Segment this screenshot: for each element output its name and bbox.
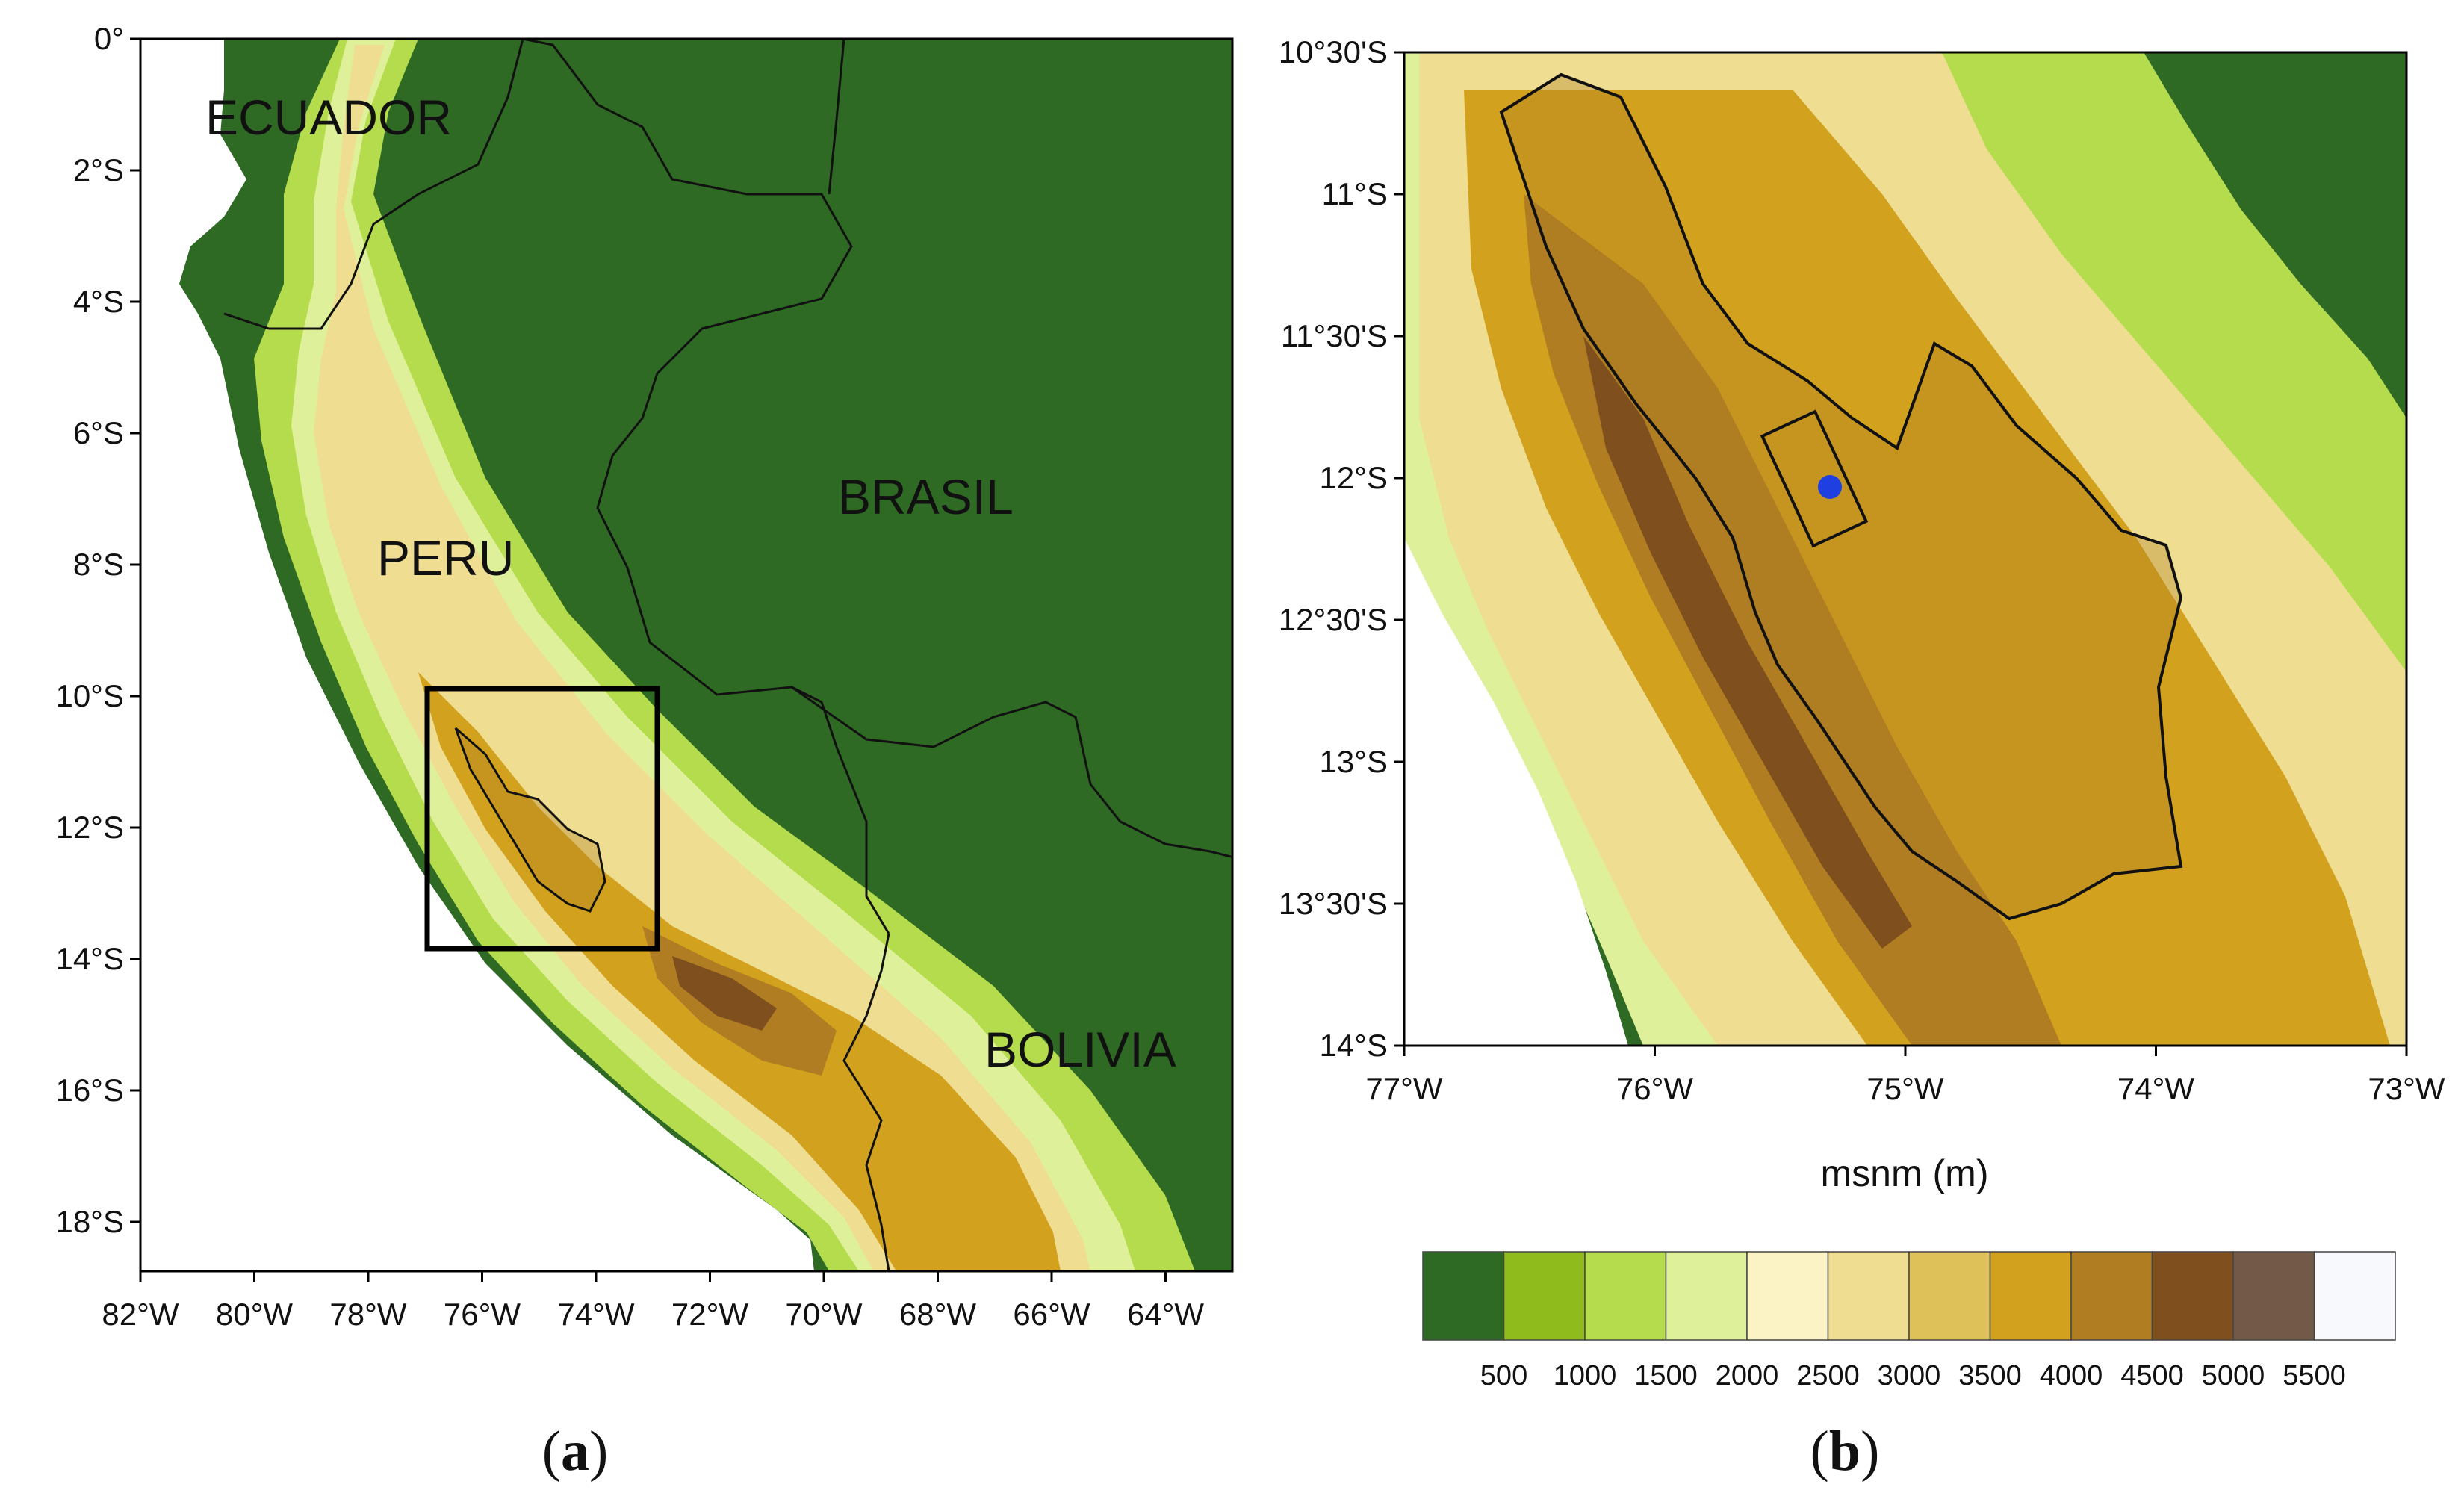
map-a-lon-label: 66°W	[1013, 1297, 1090, 1332]
colorbar-swatch	[1908, 1251, 1991, 1341]
colorbar-swatch	[1746, 1251, 1829, 1341]
map-a-andes-summit-2	[672, 956, 777, 1031]
caption-b: (b)	[1810, 1420, 1880, 1483]
map-a-andes-peak	[418, 672, 1061, 1271]
colorbar-label: 1500	[1634, 1360, 1698, 1391]
colorbar-label: 1000	[1554, 1360, 1617, 1391]
map-a-boundary-ecuador-peru	[223, 39, 524, 330]
map-b-lowland-east	[2144, 52, 2406, 418]
colorbar-swatch	[1989, 1251, 2072, 1341]
map-a-lon-label: 64°W	[1127, 1297, 1205, 1332]
map-a-lon-label: 68°W	[899, 1297, 977, 1332]
map-a-boundary-brasil-bolivia	[791, 686, 1232, 859]
colorbar-swatch	[1422, 1251, 1505, 1341]
colorbar-swatch	[1503, 1251, 1586, 1341]
map-a-lat-label: 8°S	[73, 547, 124, 582]
colorbar-swatch	[1827, 1251, 1910, 1341]
label-bolivia: BOLIVIA	[984, 1022, 1176, 1077]
map-b-lon-label: 76°W	[1616, 1071, 1694, 1106]
colorbar-label: 3000	[1878, 1360, 1941, 1391]
map-a-boundary-peru-bolivia	[842, 933, 890, 1271]
map-a-lon-label: 80°W	[216, 1297, 294, 1332]
map-a-basin-outline	[454, 727, 606, 913]
map-a-lat-label: 18°S	[55, 1204, 124, 1239]
map-a-lon-label: 72°W	[671, 1297, 749, 1332]
colorbar-swatch	[1584, 1251, 1667, 1341]
colorbar: 500 1000 1500 2000 2500 3000 3500 4000 4500 5000 5…	[1422, 1251, 2396, 1391]
map-a-terrain	[140, 39, 1232, 1271]
colorbar-label: 4500	[2120, 1360, 2184, 1391]
map-a-lat-label: 0°	[94, 21, 124, 56]
map-b-terrain	[1404, 52, 2406, 1046]
map-a-lat-label: 16°S	[55, 1073, 124, 1108]
map-b-axes: 10°30'S 11°S 11°30'S 12°S 12°30'S 13°S 13°30'S…	[1279, 34, 2445, 1106]
map-a-lat-label: 10°S	[55, 678, 124, 713]
map-a-lat-label: 6°S	[73, 415, 124, 450]
map-a-lat-label: 14°S	[55, 941, 124, 976]
colorbar-label: 5500	[2283, 1360, 2346, 1391]
label-ecuador: ECUADOR	[205, 90, 452, 145]
map-b-lat-label: 11°30'S	[1281, 318, 1388, 353]
colorbar-swatch	[1665, 1251, 1748, 1341]
map-a-axes: 0° 2°S 4°S 6°S 8°S 10°S 12°S 14°S 16°S 18°S 82°W 80…	[55, 21, 1204, 1332]
caption-a-letter: a	[561, 1420, 589, 1483]
colorbar-label: 2000	[1716, 1360, 1779, 1391]
caption-a-open: (	[542, 1420, 561, 1483]
map-b-lon-label: 77°W	[1365, 1071, 1443, 1106]
map-a-lat-label: 2°S	[73, 152, 124, 187]
map-b-lat-label: 13°30'S	[1279, 886, 1388, 921]
map-a-lat-label: 4°S	[73, 284, 124, 319]
map-b-lat-label: 14°S	[1319, 1028, 1388, 1063]
colorbar-swatch	[2070, 1251, 2153, 1341]
label-peru: PERU	[377, 530, 514, 586]
map-b-lon-label: 74°W	[2117, 1071, 2195, 1106]
map-b-lat-label: 12°30'S	[1279, 602, 1388, 637]
map-b-foothills-east	[1942, 52, 2406, 672]
map-a-lon-label: 82°W	[102, 1297, 179, 1332]
map-b-lon-label: 75°W	[1866, 1071, 1944, 1106]
map-a-boundary-east	[828, 39, 845, 195]
map-b-lat-label: 11°S	[1322, 176, 1388, 211]
map-a-lat-label: 12°S	[55, 810, 124, 845]
label-brasil: BRASIL	[838, 469, 1014, 524]
map-b: 10°30'S 11°S 11°30'S 12°S 12°30'S 13°S 13°30'S…	[1279, 34, 2445, 1483]
colorbar-title: msnm (m)	[1821, 1152, 1989, 1194]
map-a: 0° 2°S 4°S 6°S 8°S 10°S 12°S 14°S 16°S 18°S 82°W 80…	[55, 21, 1234, 1483]
map-a-lon-label: 74°W	[557, 1297, 635, 1332]
map-b-highland-4	[1583, 336, 1912, 949]
map-a-lon-label: 76°W	[444, 1297, 521, 1332]
map-a-andes-lower	[254, 39, 1195, 1271]
map-b-basin-outline	[1499, 72, 2183, 921]
caption-a: (a)	[542, 1420, 609, 1483]
map-b-lat-label: 13°S	[1319, 744, 1388, 779]
colorbar-label: 2500	[1796, 1360, 1860, 1391]
map-b-highland-3	[1524, 194, 2061, 1046]
caption-b-close: )	[1861, 1420, 1879, 1483]
map-a-land	[179, 39, 1232, 1271]
map-a-study-area-box	[424, 686, 660, 952]
caption-b-open: (	[1810, 1420, 1829, 1483]
map-b-station-point	[1818, 475, 1842, 499]
caption-b-letter: b	[1829, 1420, 1861, 1483]
colorbar-label: 5000	[2202, 1360, 2265, 1391]
map-b-lat-label: 12°S	[1319, 460, 1388, 495]
map-a-lon-label: 78°W	[329, 1297, 407, 1332]
colorbar-label: 500	[1480, 1360, 1527, 1391]
map-b-highland-2	[1464, 90, 2390, 1046]
map-b-station-box	[1760, 409, 1869, 548]
caption-a-close: )	[589, 1420, 608, 1483]
map-b-lon-label: 73°W	[2368, 1071, 2445, 1106]
map-b-lat-label: 10°30'S	[1279, 34, 1388, 69]
colorbar-label: 3500	[1958, 1360, 2022, 1391]
map-a-lon-label: 70°W	[785, 1297, 863, 1332]
colorbar-swatch	[2232, 1251, 2315, 1341]
map-a-frame	[139, 37, 1234, 1273]
colorbar-swatch	[2313, 1251, 2396, 1341]
colorbar-swatch	[2151, 1251, 2234, 1341]
map-b-ocean	[1404, 538, 1628, 1046]
colorbar-label: 4000	[2040, 1360, 2103, 1391]
